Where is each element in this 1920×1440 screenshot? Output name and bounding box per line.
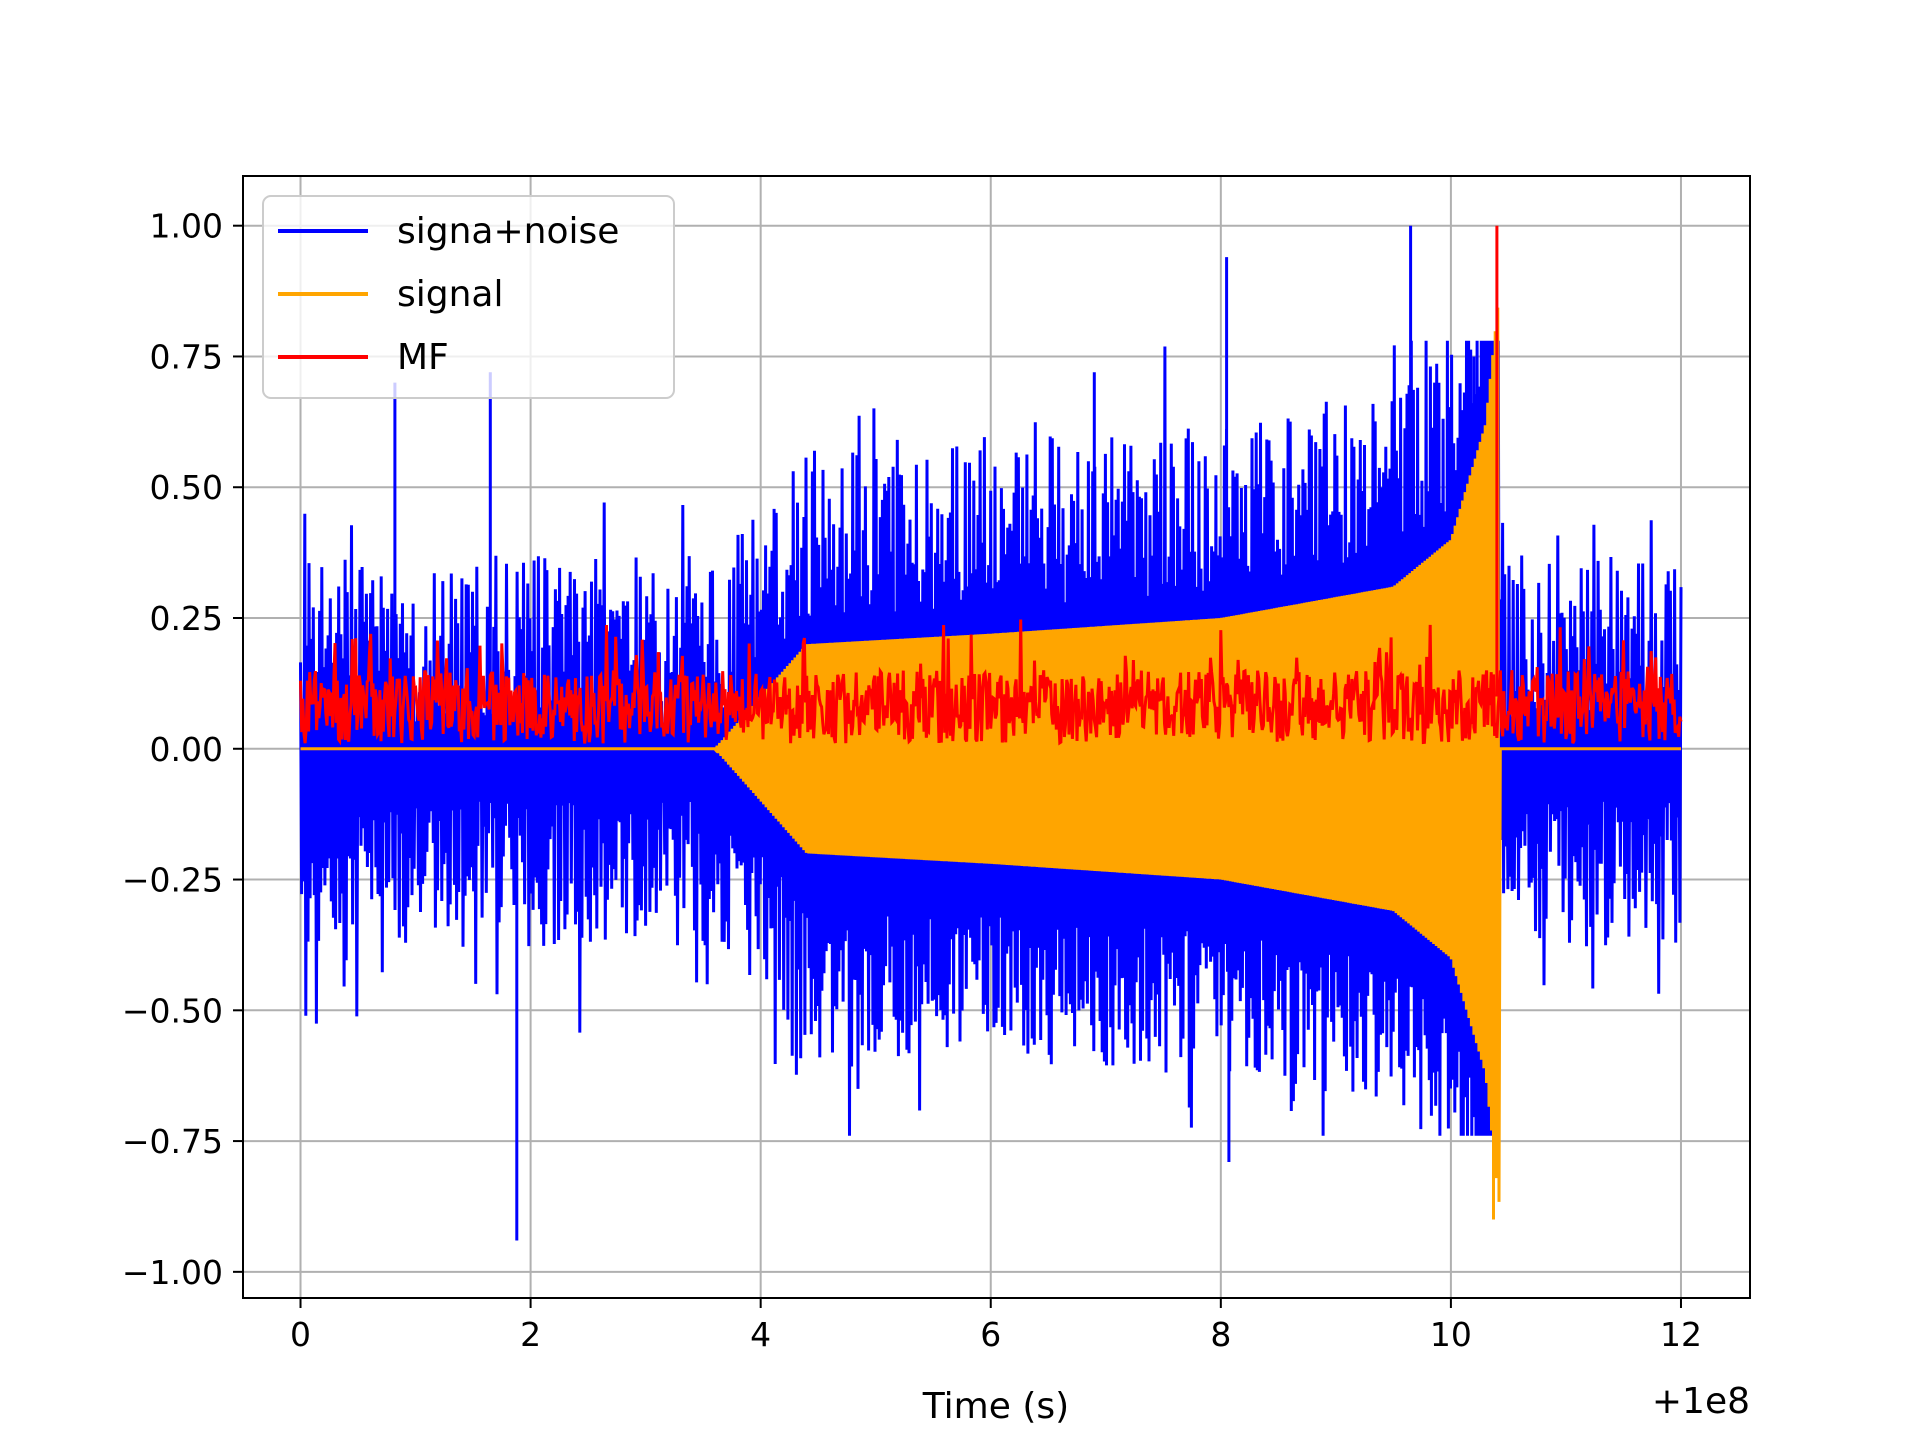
x-tick-label: 6 bbox=[980, 1315, 1001, 1354]
y-tick-label: 0.50 bbox=[150, 468, 223, 507]
x-tick-label: 12 bbox=[1660, 1315, 1702, 1354]
x-axis: 0 2 4 6 8 10 12 bbox=[290, 1298, 1702, 1354]
series-layer bbox=[299, 225, 1683, 1241]
y-tick-label: 0.75 bbox=[150, 337, 223, 376]
y-tick-label: −0.50 bbox=[122, 991, 223, 1030]
series-line-signal bbox=[300, 307, 1681, 1220]
legend-label: signal bbox=[397, 274, 504, 315]
y-tick-label: −0.25 bbox=[122, 861, 223, 900]
legend-box bbox=[262, 195, 675, 399]
series-line-mf bbox=[299, 225, 1683, 746]
x-tick-label: 8 bbox=[1210, 1315, 1231, 1354]
y-tick-label: 0.00 bbox=[150, 730, 223, 769]
x-axis-offset-label: +1e8 bbox=[1652, 1381, 1750, 1422]
y-axis: −1.00 −0.75 −0.50 −0.25 0.00 0.25 0.50 0.75 1.00 bbox=[122, 207, 243, 1292]
legend-label: signa+noise bbox=[397, 211, 619, 252]
y-tick-label: −0.75 bbox=[122, 1122, 223, 1161]
legend: signa+noise signal MF bbox=[262, 195, 675, 399]
x-tick-label: 10 bbox=[1430, 1315, 1472, 1354]
y-tick-label: 1.00 bbox=[150, 207, 223, 246]
x-tick-label: 2 bbox=[520, 1315, 541, 1354]
x-axis-label: Time (s) bbox=[922, 1386, 1069, 1427]
x-tick-label: 4 bbox=[750, 1315, 771, 1354]
y-tick-label: 0.25 bbox=[150, 599, 223, 638]
y-tick-label: −1.00 bbox=[122, 1253, 223, 1292]
plot-frame bbox=[242, 175, 1751, 1299]
x-tick-label: 0 bbox=[290, 1315, 311, 1354]
legend-label: MF bbox=[397, 337, 449, 378]
